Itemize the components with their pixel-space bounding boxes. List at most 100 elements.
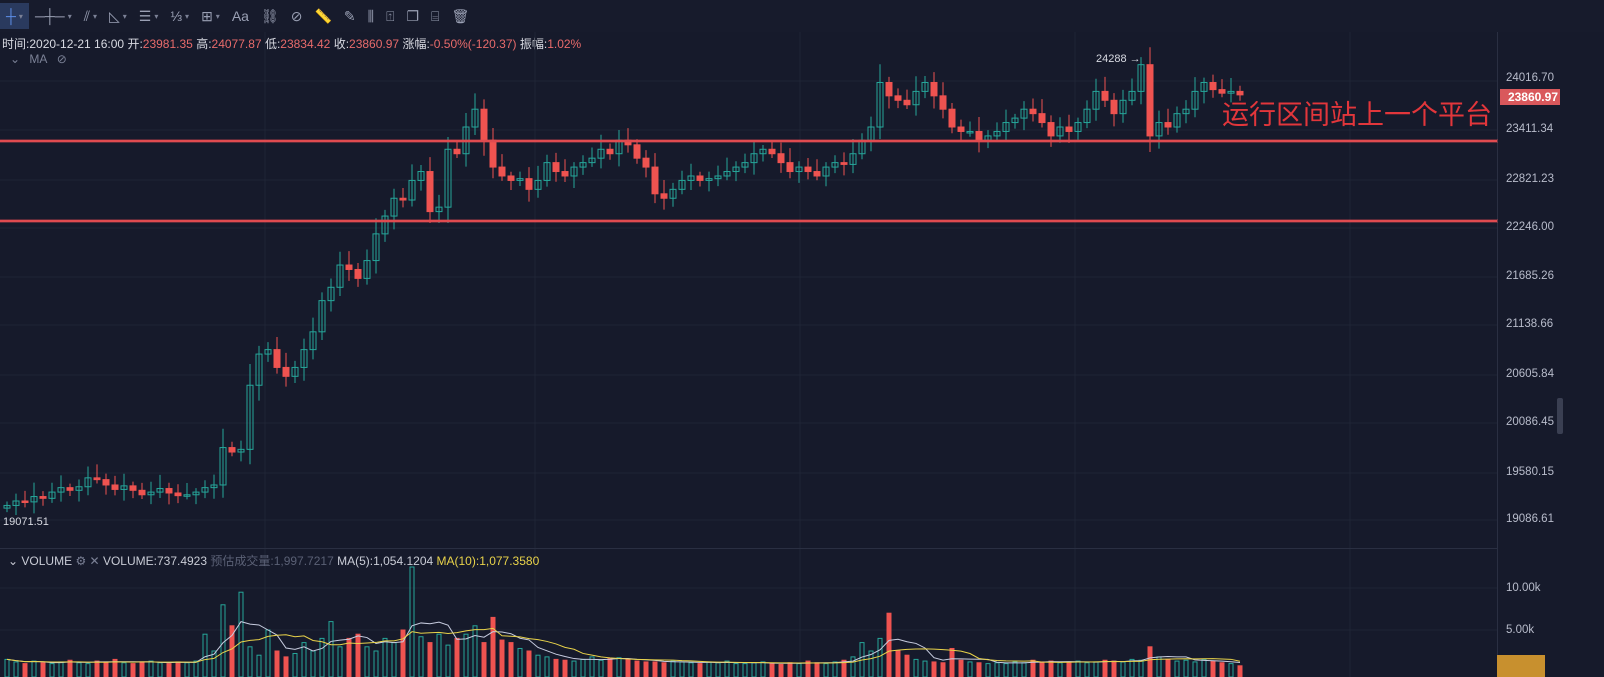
candle-down xyxy=(453,148,461,155)
chevron-down-icon[interactable]: ⌄ xyxy=(8,554,19,568)
volume-bar xyxy=(1147,646,1153,677)
amplitude-label: 振幅: xyxy=(519,37,548,51)
fibonacci-icon: ⅓ xyxy=(170,8,183,24)
volume-bar xyxy=(1102,659,1108,677)
grid-box-tool-button[interactable]: ⊞ ▾ xyxy=(195,3,226,29)
lock-tool-button[interactable]: ⍐ xyxy=(380,3,400,29)
volume-bar xyxy=(1084,662,1090,677)
eye-off-icon[interactable]: ⊘ xyxy=(56,52,67,66)
candle-down xyxy=(1038,113,1046,124)
volume-bar xyxy=(715,662,721,677)
dropdown-caret-icon[interactable]: ▾ xyxy=(185,11,190,21)
volume-bar xyxy=(112,658,118,677)
volume-bar xyxy=(958,659,964,677)
dropdown-caret-icon[interactable]: ▾ xyxy=(92,11,97,21)
parallel-lines-tool-button[interactable]: ☰ ▾ xyxy=(133,3,165,29)
volume-bar xyxy=(877,637,883,677)
volume-bar xyxy=(1003,663,1009,677)
dropdown-caret-icon[interactable]: ▾ xyxy=(215,11,220,21)
triangle-ruler-tool-button[interactable]: ◺ ▾ xyxy=(103,3,133,29)
volume-bar xyxy=(337,646,343,677)
candle-up xyxy=(1092,90,1100,110)
candle-down xyxy=(561,171,569,177)
horizontal-line-tool-button[interactable]: ─┼─ ▾ xyxy=(29,3,78,29)
candle-up xyxy=(1191,90,1199,110)
volume-bar xyxy=(1165,658,1171,677)
dropdown-caret-icon[interactable]: ▾ xyxy=(67,11,72,21)
volume-ma5: MA(5):1,054.1204 xyxy=(337,554,434,568)
candle-up xyxy=(921,81,929,92)
dropdown-caret-icon[interactable]: ▾ xyxy=(18,11,23,21)
triangle-ruler-icon: ◺ xyxy=(108,7,120,24)
ruler-tool-button[interactable]: 📏 xyxy=(308,3,337,29)
pattern-tool-button[interactable]: ⛓ xyxy=(255,3,285,29)
ma-label: MA xyxy=(29,52,48,66)
volume-bar xyxy=(94,660,100,677)
volume-bar xyxy=(76,662,82,677)
volume-bar xyxy=(472,625,478,677)
candle-down xyxy=(696,175,704,181)
candle-up xyxy=(201,487,209,493)
candle-up xyxy=(1056,126,1064,137)
crosshair-tool-button[interactable]: ┼ ▾ xyxy=(0,3,29,29)
candle-down xyxy=(804,166,812,173)
text-icon: Aa xyxy=(231,8,249,24)
pane-separator[interactable] xyxy=(0,548,1497,549)
volume-bar xyxy=(670,660,676,677)
volume-bar xyxy=(1057,662,1063,677)
candle-up xyxy=(831,162,839,168)
pencil-tool-button[interactable]: ✎ xyxy=(338,3,362,29)
volume-bar xyxy=(148,660,154,677)
text-tool-button[interactable]: Aa xyxy=(226,3,255,29)
edit-drawings-tool-button[interactable]: ⌸ xyxy=(425,3,445,29)
copy-tool-button[interactable]: ❐ xyxy=(400,3,425,29)
candle-up xyxy=(732,166,740,173)
dropdown-caret-icon[interactable]: ▾ xyxy=(122,11,127,21)
candle-down xyxy=(633,144,641,159)
candle-up xyxy=(318,300,326,333)
indicator-tool-button[interactable]: ⫼ xyxy=(362,3,380,29)
trend-line-tool-button[interactable]: ⫽ ▾ xyxy=(78,3,103,29)
candle-down xyxy=(174,492,182,497)
candle-up xyxy=(795,166,803,173)
magnet-tool-button[interactable]: ⊘ xyxy=(285,3,309,29)
candle-up xyxy=(264,349,272,355)
resistance-line[interactable] xyxy=(0,140,1497,142)
annotation-text[interactable]: 运行区间站上一个平台 xyxy=(1222,100,1492,130)
candle-down xyxy=(138,489,146,496)
trash-tool-button[interactable]: 🗑 xyxy=(445,3,475,29)
scroll-handle[interactable] xyxy=(1557,398,1563,434)
volume-bar xyxy=(346,637,352,677)
volume-bar xyxy=(355,633,361,677)
volume-bar xyxy=(121,662,127,677)
candle-up xyxy=(471,108,479,128)
pattern-icon: ⛓ xyxy=(260,7,279,24)
candle-up xyxy=(1173,113,1181,128)
volume-bar xyxy=(1174,660,1180,677)
volume-bar xyxy=(445,644,451,677)
volume-bar xyxy=(985,663,991,677)
chevron-down-icon[interactable]: ⌄ xyxy=(10,52,21,66)
ma-legend[interactable]: ⌄ MA ⊘ xyxy=(10,52,67,66)
price-tick: 19580.15 xyxy=(1506,466,1554,478)
volume-bar xyxy=(1048,660,1054,677)
candle-up xyxy=(390,197,398,217)
settings-icon[interactable]: ⚙ xyxy=(75,554,87,568)
candle-up xyxy=(723,171,731,177)
volume-estimate: 预估成交量:1,997.7217 xyxy=(210,554,334,568)
volume-bar xyxy=(454,637,460,677)
candle-down xyxy=(813,171,821,177)
candle-up xyxy=(534,179,542,190)
price-tick: 21138.66 xyxy=(1506,318,1554,330)
candle-up xyxy=(1020,108,1028,119)
close-icon[interactable]: ✕ xyxy=(89,554,100,568)
change-value: -0.50%(-120.37) xyxy=(429,37,517,51)
support-line[interactable] xyxy=(0,220,1497,222)
dropdown-caret-icon[interactable]: ▾ xyxy=(154,11,159,21)
volume-bar xyxy=(1012,661,1018,677)
volume-bar xyxy=(1138,659,1144,677)
volume-bar xyxy=(499,639,505,677)
fibonacci-tool-button[interactable]: ⅓ ▾ xyxy=(164,3,195,29)
candle-up xyxy=(759,148,767,155)
